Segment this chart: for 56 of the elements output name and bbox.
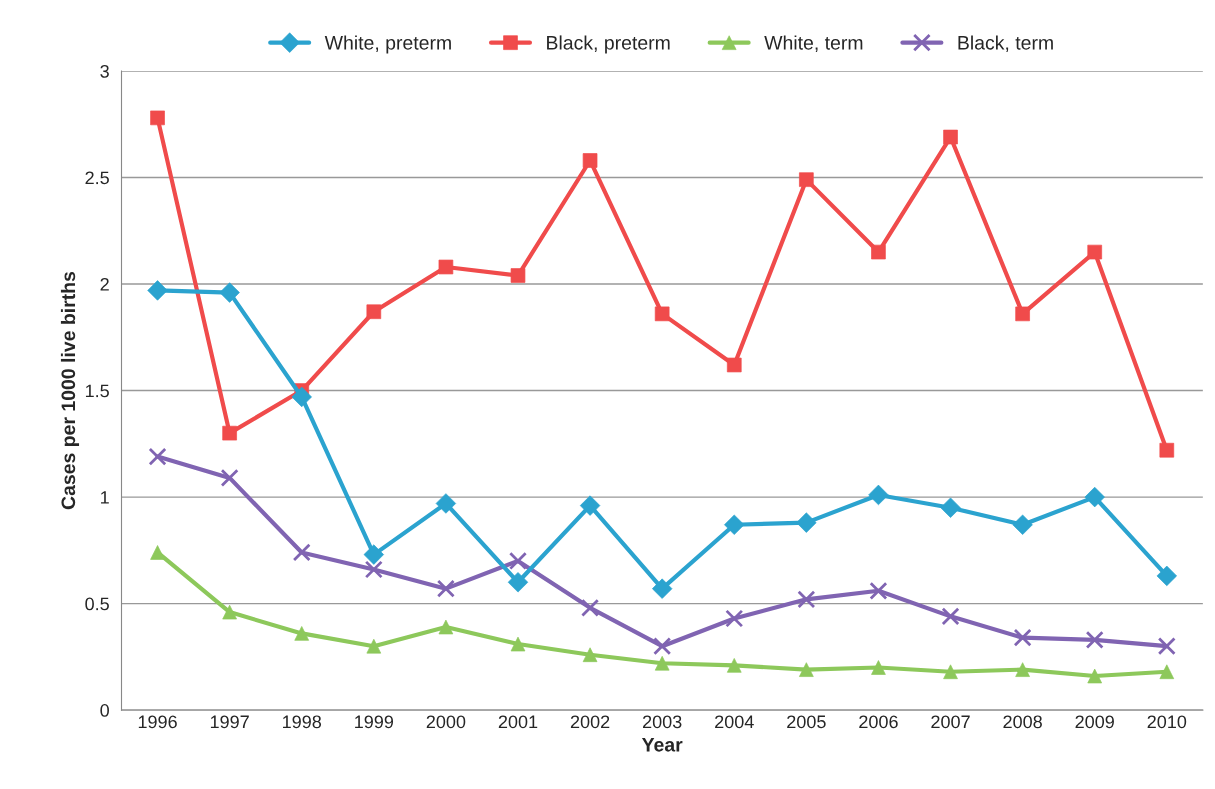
point <box>1013 628 1032 647</box>
point <box>799 662 814 677</box>
point <box>363 544 384 565</box>
point <box>1159 442 1175 458</box>
point <box>654 306 670 322</box>
point <box>220 468 239 487</box>
x-tick-label: 1998 <box>283 715 322 729</box>
point <box>436 579 455 598</box>
x-tick-label: 2003 <box>643 715 682 729</box>
point <box>292 543 311 562</box>
x-tick-label: 2008 <box>1003 715 1042 729</box>
x-tick-label: 1996 <box>138 715 177 729</box>
point <box>581 598 600 617</box>
point <box>1157 637 1176 656</box>
point <box>364 560 383 579</box>
legend-label: Black, preterm <box>547 35 670 54</box>
point <box>1156 565 1177 587</box>
y-tick-label: 2 <box>100 277 109 291</box>
legend-label: Black, term <box>958 35 1053 52</box>
y-tick-label: 0 <box>100 704 109 717</box>
point <box>1084 486 1105 508</box>
point <box>796 512 817 533</box>
x-tick-label: 1999 <box>355 715 394 729</box>
x-tick-label: 2005 <box>787 715 826 729</box>
y-tick-label: 1.5 <box>85 384 109 398</box>
x-tick-label: 2001 <box>498 715 538 729</box>
y-tick-label: 1 <box>101 491 109 504</box>
point <box>869 581 888 600</box>
point <box>366 304 382 320</box>
y-tick-label: 2.5 <box>85 171 109 185</box>
point <box>1085 630 1104 649</box>
x-tick-label: 2009 <box>1075 715 1114 729</box>
x-axis-title: Year <box>641 738 683 752</box>
point <box>652 578 673 599</box>
x-tick-label: 2002 <box>570 715 610 729</box>
point <box>724 514 745 535</box>
point <box>941 607 960 626</box>
y-tick-label: 0.5 <box>85 597 109 611</box>
x-tick-label: 2000 <box>426 715 466 729</box>
legend-label: White, term <box>764 35 863 52</box>
point <box>222 425 237 441</box>
point <box>653 637 672 656</box>
x-tick-label: 2006 <box>859 715 898 729</box>
point <box>725 609 744 628</box>
point <box>1015 306 1030 322</box>
x-tick-label: 2004 <box>715 715 754 729</box>
x-tick-label: 2010 <box>1147 715 1187 729</box>
y-tick-label: 3 <box>100 64 109 78</box>
point <box>508 551 528 571</box>
y-axis-title: Cases per 1000 live births <box>60 271 80 510</box>
point <box>148 447 167 466</box>
point <box>797 590 816 609</box>
point <box>291 386 312 408</box>
x-tick-label: 1997 <box>210 715 249 729</box>
x-tick-label: 2007 <box>931 715 970 729</box>
legend-label: White, preterm <box>324 35 451 54</box>
